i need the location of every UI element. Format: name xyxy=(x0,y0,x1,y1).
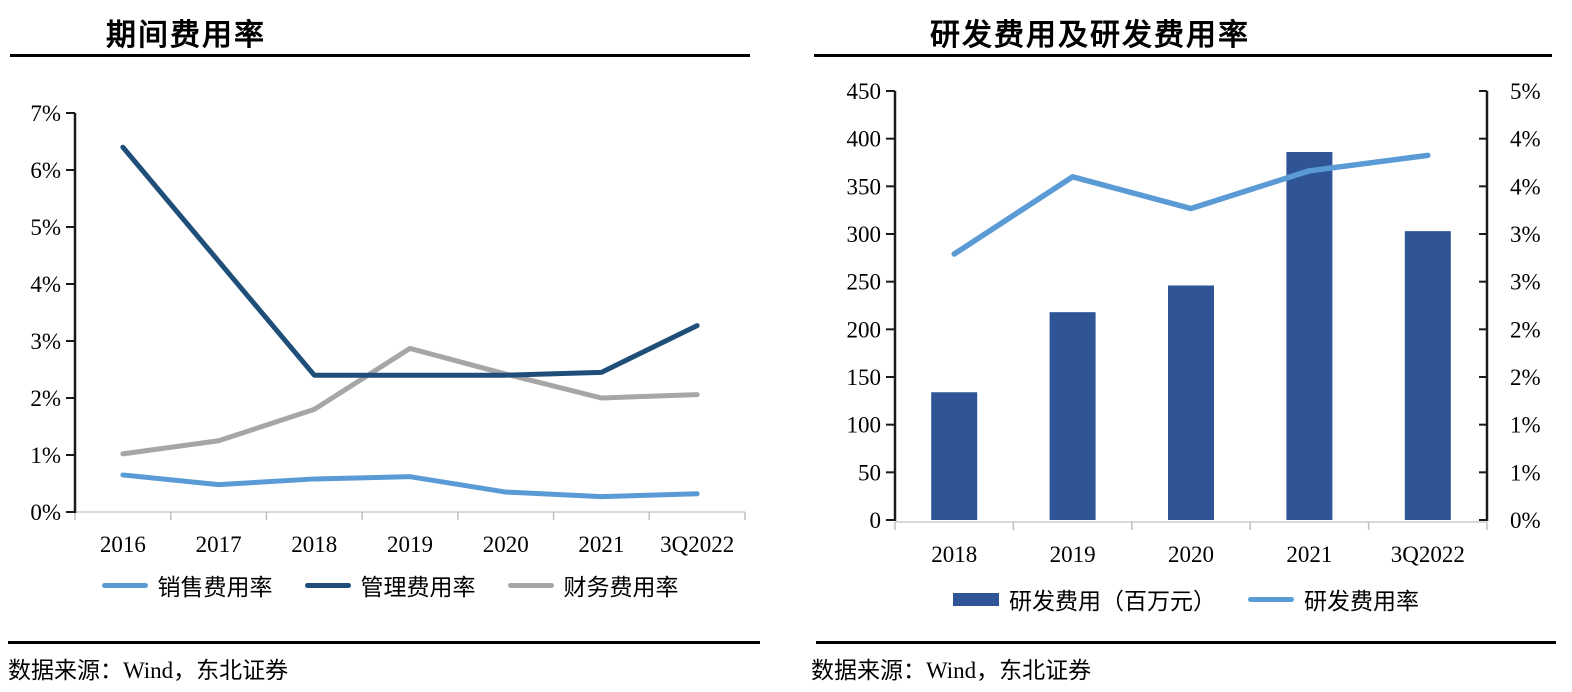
title-rule xyxy=(814,54,1552,57)
x-tick-label: 2019 xyxy=(1050,542,1096,567)
series-line-rd-ratio xyxy=(951,152,1431,257)
chart-title: 期间费用率 xyxy=(106,19,266,52)
y-tick-label: 2% xyxy=(30,386,61,411)
left-tick-label: 450 xyxy=(847,79,882,104)
series-line-1 xyxy=(120,144,700,378)
legend-label: 研发费用率 xyxy=(1304,589,1419,614)
chart-title: 研发费用及研发费用率 xyxy=(930,19,1250,52)
x-tick-label: 2019 xyxy=(387,532,433,557)
x-tick-label: 2016 xyxy=(100,532,146,557)
x-tick-label: 2021 xyxy=(1286,542,1332,567)
left-tick-label: 200 xyxy=(847,317,882,342)
right-tick-label: 2% xyxy=(1510,317,1541,342)
left-tick-label: 400 xyxy=(847,127,882,152)
legend: 研发费用（百万元） 研发费用率 xyxy=(866,582,1506,616)
line-chart-period-expense-ratio: 0% 1% 2% 3% 4% 5% 6% 7% 2016 2017 2018 2019 2020 2021… xyxy=(30,101,746,557)
left-tick-label: 250 xyxy=(847,270,882,295)
legend-label: 管理费用率 xyxy=(360,575,476,600)
legend-line-swatch xyxy=(507,582,554,588)
legend-item: 研发费用（百万元） xyxy=(953,582,1216,616)
x-tick-label: 2021 xyxy=(578,532,624,557)
legend: 销售费用率 管理费用率 财务费用率 xyxy=(40,568,740,602)
left-tick-label: 150 xyxy=(847,365,882,390)
y-tick-label: 6% xyxy=(30,158,61,183)
bar-rd-expense xyxy=(1286,152,1333,520)
legend-item: 研发费用率 xyxy=(1248,582,1419,616)
legend-label: 财务费用率 xyxy=(563,575,679,600)
right-tick-label: 4% xyxy=(1510,174,1541,199)
bar-rd-expense xyxy=(931,392,978,520)
separator-rule xyxy=(8,641,760,644)
series-line-0 xyxy=(120,472,700,500)
x-tick-label: 3Q2022 xyxy=(660,532,734,557)
x-tick-label: 2020 xyxy=(1168,542,1214,567)
legend-bar-swatch xyxy=(953,592,999,606)
panel-rd-expense: 研发费用及研发费用率 0 50 100 150 200 250 300 350 400 450 5%… xyxy=(786,0,1572,692)
legend-line-swatch xyxy=(304,582,351,588)
right-tick-label: 1% xyxy=(1510,460,1541,485)
series-line-2 xyxy=(120,345,700,457)
legend-label: 销售费用率 xyxy=(157,575,273,600)
bar-line-chart-rd-expense: 0 50 100 150 200 250 300 350 400 450 5% 4% 4% 3% 3% 2% 2… xyxy=(847,79,1541,567)
bar-rd-expense xyxy=(1404,231,1451,520)
right-tick-label: 2% xyxy=(1510,365,1541,390)
y-tick-label: 1% xyxy=(30,443,61,468)
y-tick-label: 7% xyxy=(30,101,61,126)
right-tick-label: 5% xyxy=(1510,79,1541,104)
legend-item: 管理费用率 xyxy=(304,568,476,602)
x-tick-label: 2018 xyxy=(291,532,337,557)
y-tick-label: 3% xyxy=(30,329,61,354)
legend-label: 研发费用（百万元） xyxy=(1009,589,1216,614)
right-tick-label: 0% xyxy=(1510,508,1541,533)
left-tick-label: 100 xyxy=(847,413,882,438)
left-tick-label: 350 xyxy=(847,174,882,199)
bar-rd-expense xyxy=(1049,312,1096,520)
left-tick-label: 0 xyxy=(870,508,882,533)
legend-line-swatch xyxy=(101,582,148,588)
right-tick-label: 3% xyxy=(1510,270,1541,295)
title-rule xyxy=(10,54,750,57)
right-tick-label: 1% xyxy=(1510,413,1541,438)
separator-rule xyxy=(816,641,1556,644)
y-tick-label: 4% xyxy=(30,272,61,297)
x-tick-label: 2017 xyxy=(196,532,242,557)
x-tick-label: 2020 xyxy=(483,532,529,557)
legend-line-swatch xyxy=(1248,596,1294,602)
right-tick-label: 3% xyxy=(1510,222,1541,247)
left-tick-label: 300 xyxy=(847,222,882,247)
right-tick-label: 4% xyxy=(1510,127,1541,152)
source-note: 数据来源：Wind，东北证券 xyxy=(811,658,1092,683)
legend-item: 销售费用率 xyxy=(101,568,273,602)
y-tick-label: 5% xyxy=(30,215,61,240)
x-tick-label: 2018 xyxy=(931,542,977,567)
legend-item: 财务费用率 xyxy=(507,568,679,602)
left-tick-label: 50 xyxy=(858,460,881,485)
source-note: 数据来源：Wind，东北证券 xyxy=(8,658,289,683)
panel-period-expense-ratio: 期间费用率 0% 1% 2% 3% 4% 5% 6% 7% 2016 2017 2018 2019 20… xyxy=(8,19,760,683)
bar-rd-expense xyxy=(1168,285,1214,520)
y-tick-label: 0% xyxy=(30,500,61,525)
x-tick-label: 3Q2022 xyxy=(1391,542,1465,567)
